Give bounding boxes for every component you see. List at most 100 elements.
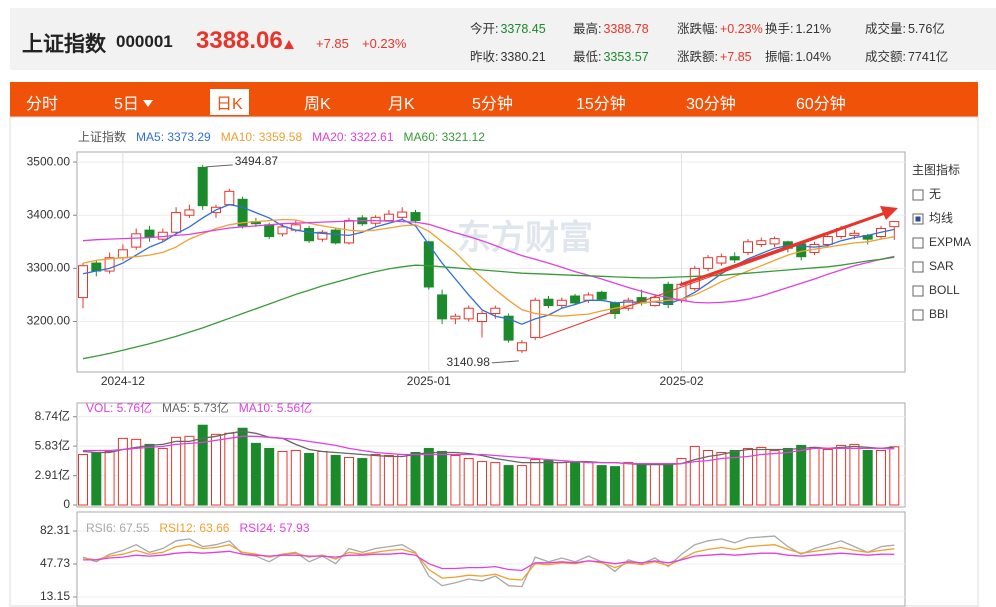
y-tick-label: 47.73 xyxy=(40,556,70,570)
index-code: 000001 xyxy=(116,32,173,51)
stat-label: 成交量: xyxy=(865,22,906,36)
tab-label: 60分钟 xyxy=(796,96,846,113)
volume-bar xyxy=(104,450,115,506)
indicator-option: BBI xyxy=(929,307,948,321)
annotation-arrow xyxy=(205,164,233,168)
tab[interactable]: 周K xyxy=(298,89,337,115)
volume-bar xyxy=(849,443,860,506)
indicator-option: EXPMA xyxy=(929,235,971,249)
chart-frame xyxy=(9,116,979,607)
y-tick-label: 13.15 xyxy=(40,589,70,603)
dropdown-caret xyxy=(142,100,153,107)
tab-label: 周K xyxy=(304,96,331,113)
legend-entry: RSI24: 57.93 xyxy=(239,521,309,535)
tab-label: 5日 xyxy=(114,96,139,113)
tab[interactable]: 月K xyxy=(382,89,421,115)
stat-label: 昨收: xyxy=(470,50,499,64)
stat-label: 振幅: xyxy=(765,50,794,64)
candle-body xyxy=(490,307,501,315)
volume-bar xyxy=(663,464,674,506)
candle-body xyxy=(317,231,328,240)
stat: 成交额: 7741亿 xyxy=(865,46,948,65)
volume-bar xyxy=(703,449,714,506)
stat-value: 3378.45 xyxy=(500,22,546,36)
tab[interactable]: 30分钟 xyxy=(680,89,742,115)
volume-bar xyxy=(782,447,793,506)
candle-body xyxy=(703,257,714,269)
tab[interactable]: 15分钟 xyxy=(570,89,632,115)
candle-body xyxy=(543,298,554,307)
stat: 成交量: 5.76亿 xyxy=(865,18,945,37)
index-name: 上证指数 xyxy=(22,33,106,56)
price-pane xyxy=(76,151,906,373)
y-tick-label: 82.31 xyxy=(40,523,70,537)
legend-entry: MA20: 3322.61 xyxy=(312,130,394,144)
volume-bar xyxy=(117,437,128,506)
volume-bar xyxy=(344,457,354,506)
legend-entry: RSI6: 67.55 xyxy=(86,521,150,535)
price: 3388.06 xyxy=(196,27,283,54)
indicator-option: 无 xyxy=(929,187,941,201)
tab[interactable]: 5日 xyxy=(108,89,159,115)
candle-body xyxy=(583,294,594,301)
indicator-line xyxy=(82,544,895,581)
legend-entry: MA10: 3359.58 xyxy=(221,130,303,144)
stat-value: 3388.78 xyxy=(603,22,649,36)
volume-bar xyxy=(78,454,88,506)
volume-bar xyxy=(277,450,288,506)
candle-body xyxy=(450,315,461,320)
stat: 换手: 1.21% xyxy=(765,18,831,37)
stat-label: 涨跌幅: xyxy=(677,22,718,36)
y-tick-label: 3500.00 xyxy=(27,154,71,168)
volume-bar xyxy=(410,451,421,506)
quote-header: 上证指数 000001 3388.06 +7.85 +0.23% 今开: 3378… xyxy=(10,8,996,70)
candle-body xyxy=(769,238,780,245)
volume-bar xyxy=(530,459,541,506)
checkbox[interactable] xyxy=(912,261,924,273)
volume-bar xyxy=(423,447,434,506)
volume-bar xyxy=(171,436,182,506)
annotation-arrow xyxy=(491,360,519,364)
checkbox[interactable] xyxy=(912,309,924,321)
volume-bar xyxy=(756,446,767,506)
stat-value: 1.21% xyxy=(795,22,831,36)
candle-body xyxy=(131,233,142,248)
stat: 涨跌额: +7.85 xyxy=(677,46,752,65)
volume-bar xyxy=(450,455,461,506)
volume-bar xyxy=(556,462,567,506)
up-arrow xyxy=(284,40,294,49)
tab-label: 15分钟 xyxy=(576,96,626,113)
candle-body xyxy=(277,226,288,235)
stat-label: 成交额: xyxy=(865,50,906,64)
candle-body xyxy=(383,213,394,222)
candle-body xyxy=(503,315,514,341)
volume-bar xyxy=(876,449,886,506)
volume-bar xyxy=(543,460,554,506)
volume-bar xyxy=(437,450,448,506)
trend-arrowhead xyxy=(880,206,898,220)
tab[interactable]: 分时 xyxy=(20,89,64,115)
stat-label: 最低: xyxy=(573,50,602,64)
candle-body xyxy=(570,295,581,304)
candle-body xyxy=(437,294,448,320)
checkbox[interactable] xyxy=(912,189,924,201)
stat-label: 换手: xyxy=(765,22,794,36)
watermark: 东方财富 xyxy=(457,218,593,257)
tab[interactable]: 5分钟 xyxy=(466,89,519,115)
checkbox[interactable] xyxy=(912,285,924,297)
stat-value: +0.23% xyxy=(719,22,763,36)
candle-body xyxy=(197,166,208,207)
tab[interactable]: 日K xyxy=(210,89,249,115)
volume-bar xyxy=(729,449,740,506)
indicator-option: 均线 xyxy=(929,211,953,225)
tab[interactable]: 60分钟 xyxy=(790,89,852,115)
checkbox[interactable] xyxy=(912,237,924,249)
volume-bar xyxy=(290,449,301,506)
candle-body xyxy=(849,232,860,236)
volume-bar xyxy=(197,424,208,506)
candle-body xyxy=(729,256,740,261)
stat: 涨跌幅: +0.23% xyxy=(677,18,763,37)
volume-bar xyxy=(330,455,341,506)
volume-pane xyxy=(76,402,906,508)
